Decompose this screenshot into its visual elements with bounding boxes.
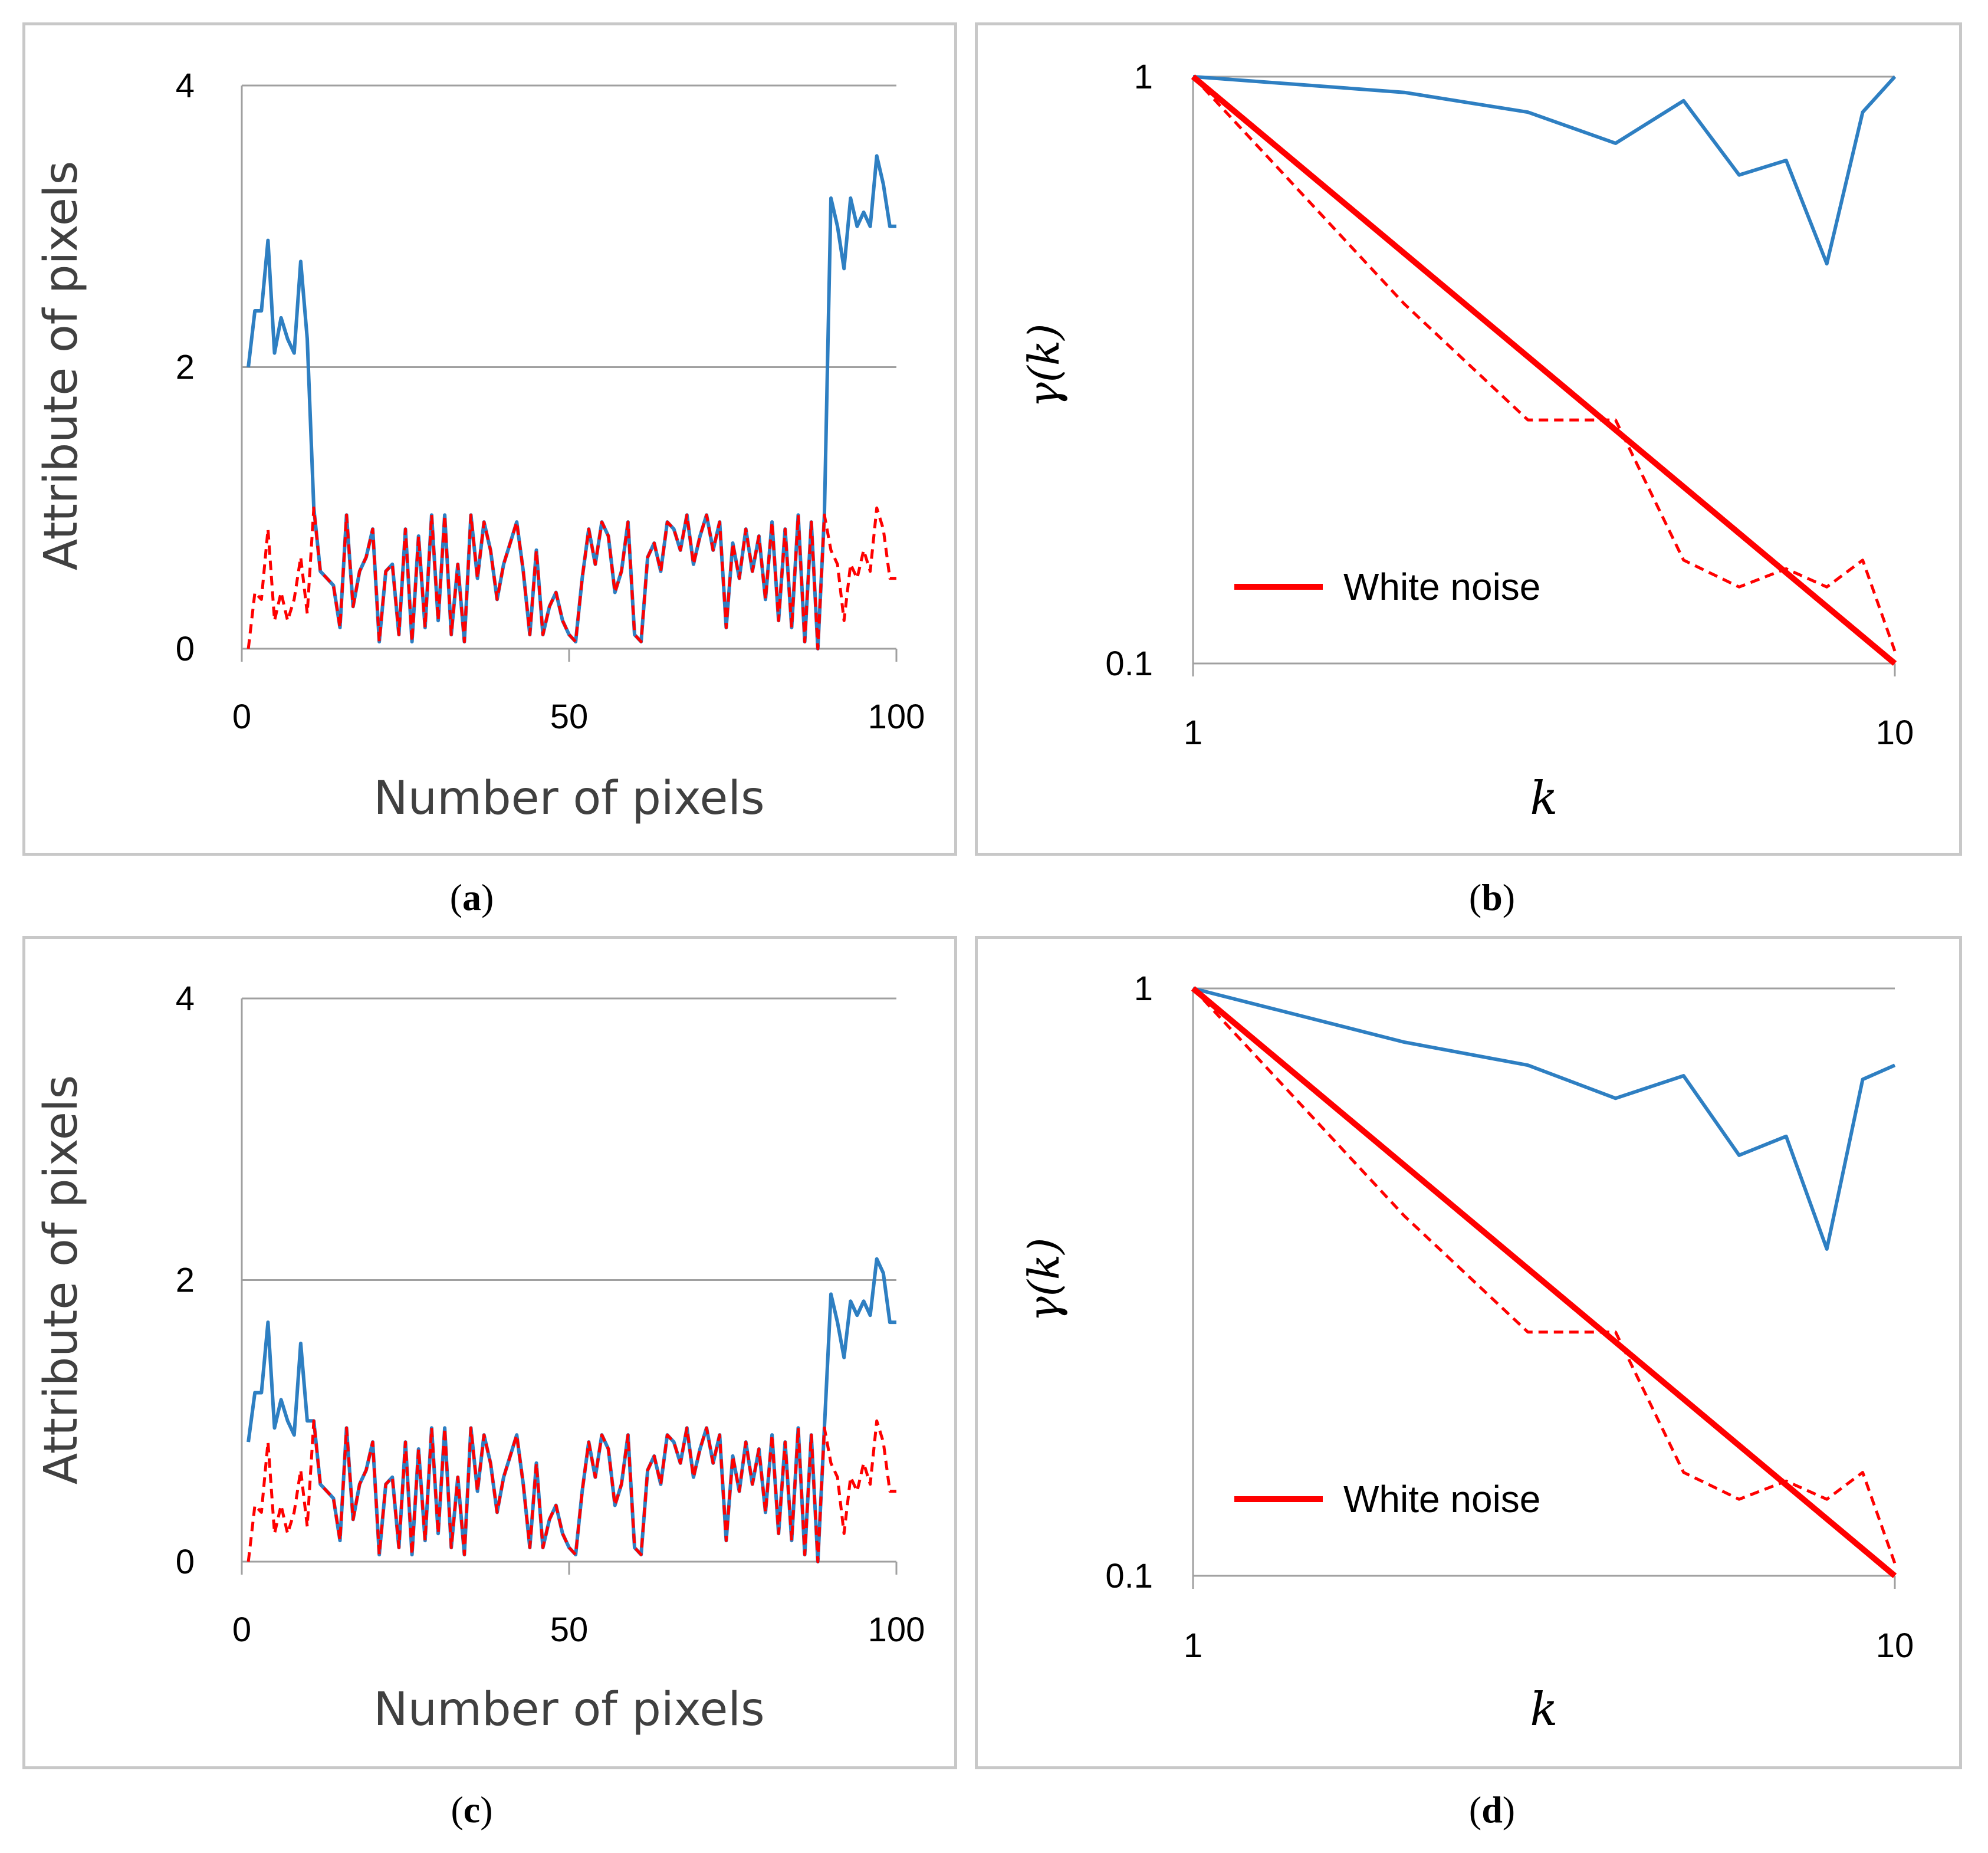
panel-c-x-axis-title: Number of pixels [373,1683,764,1736]
panel-d-y-tick-label: 0.1 [1105,1557,1153,1595]
panel-b-x-tick-label: 1 [1184,714,1202,752]
caption-b-label: b [1481,876,1503,918]
panel-c-y-tick-label: 4 [176,980,195,1018]
panel-d-series-blue-solid [1192,987,1896,1251]
panel-c-series-blue-solid [247,1257,896,1563]
panel-c-y-tick-label: 2 [176,1261,195,1300]
panel-b-series-blue-solid [1192,75,1897,266]
panel-a-frame [22,22,957,856]
caption-b: (b) [1468,876,1516,918]
panel-b-series-red-dashed [1192,75,1897,652]
panel-c-x-tick-label: 100 [868,1611,925,1649]
panel-a-series-blue-solid [247,154,896,650]
panel-b-x-axis-title: k [1530,772,1557,825]
panel-d-x-axis-title: k [1530,1683,1557,1736]
panel-a-x-tick-label: 0 [232,698,251,736]
panel-d-y-tick-label: 1 [1134,970,1153,1008]
caption-c: (c) [451,1789,493,1831]
panel-d-x-tick-label: 1 [1184,1627,1202,1665]
panel-b-y-tick-label: 1 [1134,58,1153,96]
panel-c-y-axis-title: Attribute of pixels [35,1075,88,1484]
panel-d-frame [975,936,1962,1769]
panel-a-x-axis-title: Number of pixels [373,772,764,825]
panel-b-series-red-solid-thick [1191,74,1897,666]
panel-b-y-tick-label: 0.1 [1105,645,1153,683]
panel-c-series-red-dashed [247,1419,896,1563]
caption-d: (d) [1468,1789,1516,1831]
panel-a-y-tick-label: 2 [176,349,195,387]
caption-c-label: c [463,1789,481,1831]
panel-a-x-tick-label: 50 [550,698,589,736]
panel-b-frame [975,22,1962,856]
panel-d-y-axis-title: γ(k) [1019,1238,1069,1322]
panel-d-series-red-dashed [1192,987,1897,1564]
panel-b-y-axis-title: γ(k) [1019,324,1069,408]
caption-d-label: d [1481,1789,1503,1831]
caption-a: (a) [449,876,494,918]
panel-a-y-tick-label: 4 [176,67,195,105]
panel-a-x-tick-label: 100 [868,698,925,736]
panel-c-x-tick-label: 0 [232,1611,251,1649]
panel-a-y-axis-title: Attribute of pixels [35,161,88,570]
panel-d-x-tick-label: 10 [1876,1627,1914,1665]
panel-b-x-tick-label: 10 [1876,714,1914,752]
panel-d-legend-label: White noise [1343,1478,1540,1520]
panel-a-series-red-dashed [247,506,896,650]
panel-b-legend-label: White noise [1343,566,1540,608]
panel-c-y-tick-label: 0 [176,1543,195,1581]
panel-c-x-tick-label: 50 [550,1611,589,1649]
caption-a-label: a [462,876,481,918]
panel-a-y-tick-label: 0 [176,630,195,668]
panel-d-series-red-solid-thick [1191,986,1897,1578]
panel-c-frame [22,936,957,1769]
